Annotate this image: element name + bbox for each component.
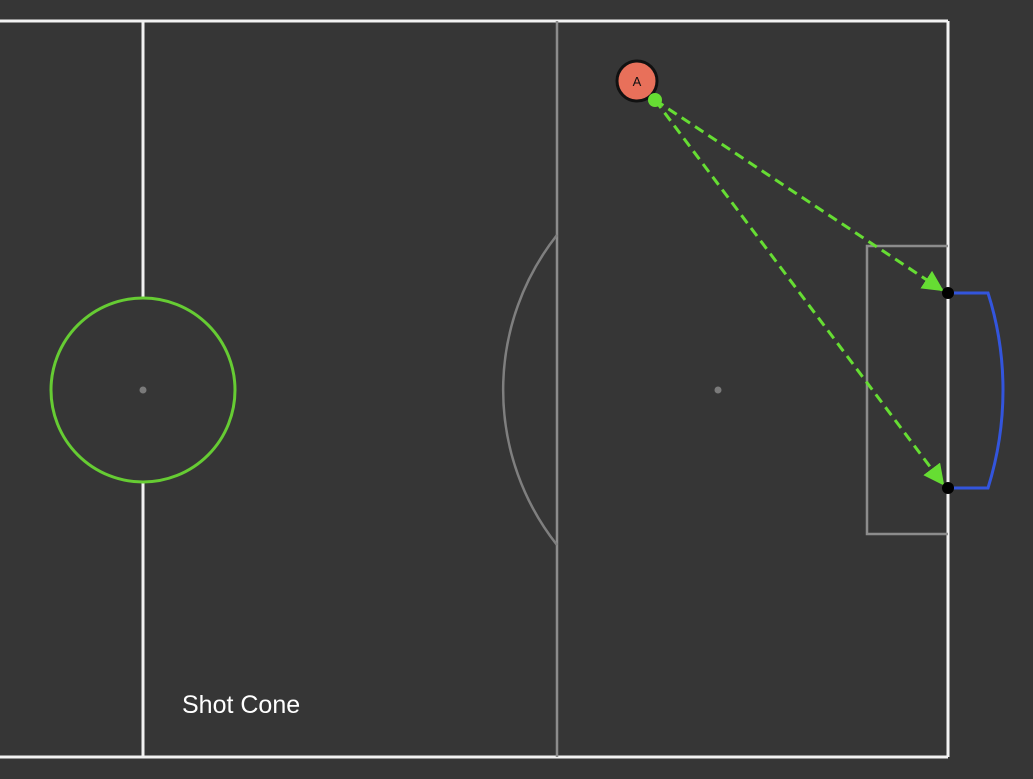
penalty-arc [501,234,558,546]
ball-icon[interactable] [648,93,662,107]
player-label: A [633,74,642,89]
far-post [942,482,954,494]
diagram-caption: Shot Cone [182,691,301,719]
center-spot [139,386,147,394]
shot-line-near-post [654,98,944,292]
goal-frame-icon [948,291,1005,490]
goal-area-box [865,244,948,536]
player-marker-icon[interactable]: A [615,59,659,103]
penalty-spot [714,386,722,394]
near-post [942,287,954,299]
shot-line-far-post [653,99,945,486]
